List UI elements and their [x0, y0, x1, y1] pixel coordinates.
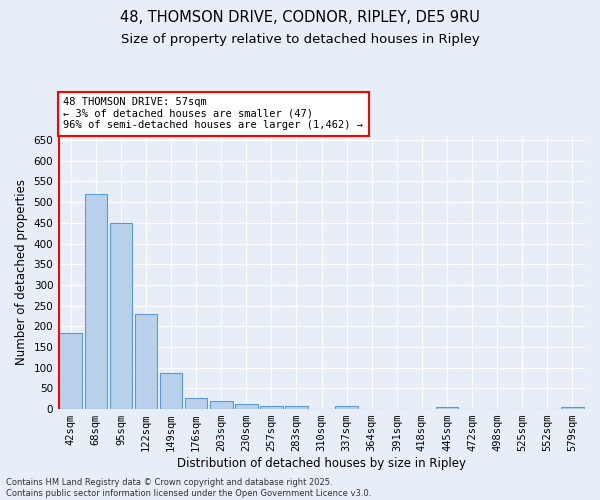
Bar [235, 404, 257, 409]
Bar [260, 406, 283, 409]
Text: Size of property relative to detached houses in Ripley: Size of property relative to detached ho… [121, 32, 479, 46]
Bar [160, 373, 182, 409]
Bar [59, 332, 82, 409]
Bar [134, 314, 157, 409]
Bar [335, 406, 358, 409]
Text: 48 THOMSON DRIVE: 57sqm
← 3% of detached houses are smaller (47)
96% of semi-det: 48 THOMSON DRIVE: 57sqm ← 3% of detached… [64, 97, 364, 130]
Bar [561, 407, 584, 409]
Text: 48, THOMSON DRIVE, CODNOR, RIPLEY, DE5 9RU: 48, THOMSON DRIVE, CODNOR, RIPLEY, DE5 9… [120, 10, 480, 25]
Y-axis label: Number of detached properties: Number of detached properties [15, 180, 28, 366]
Bar [185, 398, 208, 409]
Bar [85, 194, 107, 409]
Bar [110, 223, 132, 409]
Bar [210, 401, 233, 409]
Bar [436, 407, 458, 409]
X-axis label: Distribution of detached houses by size in Ripley: Distribution of detached houses by size … [177, 457, 466, 470]
Text: Contains HM Land Registry data © Crown copyright and database right 2025.
Contai: Contains HM Land Registry data © Crown c… [6, 478, 371, 498]
Bar [285, 406, 308, 409]
